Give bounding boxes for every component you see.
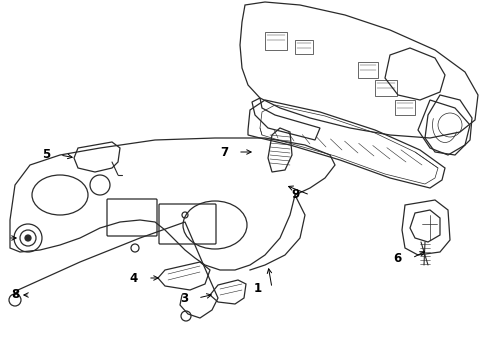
Text: 1: 1: [253, 282, 262, 294]
Text: 9: 9: [291, 189, 299, 202]
Bar: [264, 32, 286, 50]
Text: 5: 5: [41, 148, 50, 162]
Bar: [294, 40, 312, 54]
Text: 4: 4: [129, 271, 138, 284]
Text: 8: 8: [12, 288, 20, 302]
Bar: [374, 80, 396, 96]
Text: 6: 6: [393, 252, 401, 265]
Circle shape: [25, 235, 31, 241]
Text: 7: 7: [220, 145, 227, 158]
Bar: [394, 100, 414, 115]
Bar: [357, 62, 377, 78]
Text: 3: 3: [180, 292, 187, 305]
